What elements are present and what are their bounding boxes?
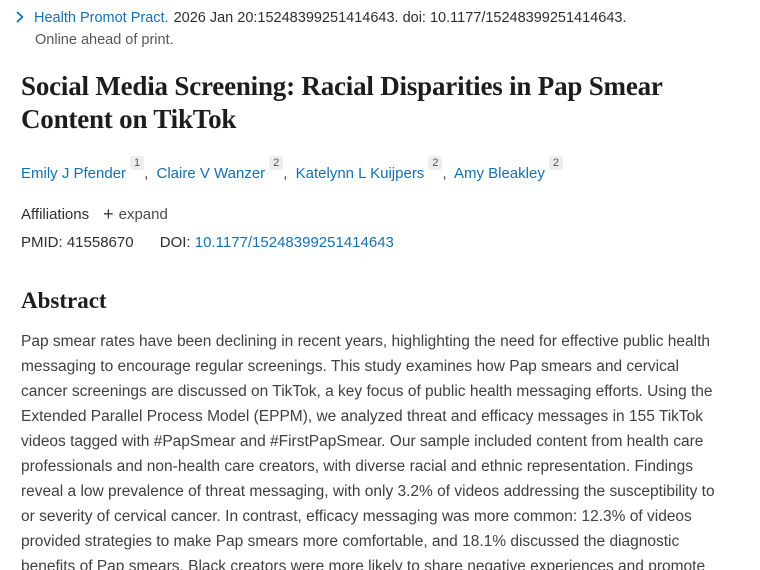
authors-list: Emily J Pfender1, Claire V Wanzer2, Kate…	[21, 156, 716, 185]
identifiers-row: PMID: 41558670 DOI: 10.1177/152483992514…	[21, 234, 716, 251]
author-affiliation-badge: 1	[130, 156, 145, 170]
pmid-value: 41558670	[66, 234, 134, 251]
author-affiliation-badge: 2	[548, 156, 563, 170]
doi-group: DOI: 10.1177/15248399251414643	[160, 234, 394, 251]
author-affiliation-badge: 2	[269, 156, 284, 170]
publication-status: Online ahead of print.	[35, 32, 174, 48]
expand-label: expand	[118, 206, 168, 223]
author-link[interactable]: Emily J Pfender	[21, 165, 127, 182]
author-link[interactable]: Amy Bleakley	[453, 165, 545, 182]
pmid-group: PMID: 41558670	[21, 234, 138, 251]
plus-icon: +	[103, 204, 114, 224]
doi-label: DOI:	[159, 234, 191, 251]
abstract-heading: Abstract	[21, 288, 107, 313]
author-affiliation-badge: 2	[428, 156, 443, 170]
author-item: Katelynn L Kuijpers2,	[295, 156, 451, 182]
affiliations-row: Affiliations + expand	[21, 204, 716, 224]
author-separator: ,	[442, 165, 447, 182]
author-link[interactable]: Claire V Wanzer	[156, 165, 266, 182]
citation-details: 2026 Jan 20:15248399251414643. doi: 10.1…	[173, 10, 627, 26]
doi-link[interactable]: 10.1177/15248399251414643	[194, 234, 394, 251]
affiliations-label: Affiliations	[21, 206, 90, 223]
author-separator: ,	[144, 165, 149, 182]
journal-link[interactable]: Health Promot Pract.	[34, 10, 169, 26]
article-title: Social Media Screening: Racial Dispariti…	[21, 71, 663, 134]
author-item: Emily J Pfender1,	[21, 156, 152, 182]
abstract-text: Pap smear rates have been declining in r…	[21, 333, 715, 570]
author-link[interactable]: Katelynn L Kuijpers	[295, 165, 425, 182]
author-separator: ,	[283, 165, 288, 182]
chevron-right-icon	[14, 11, 28, 23]
citation-row: Health Promot Pract. 2026 Jan 20:1524839…	[14, 8, 716, 28]
author-item: Claire V Wanzer2,	[156, 156, 292, 182]
expand-affiliations-button[interactable]: + expand	[103, 204, 168, 224]
pmid-label: PMID:	[21, 234, 63, 251]
author-item: Amy Bleakley2	[453, 156, 563, 182]
